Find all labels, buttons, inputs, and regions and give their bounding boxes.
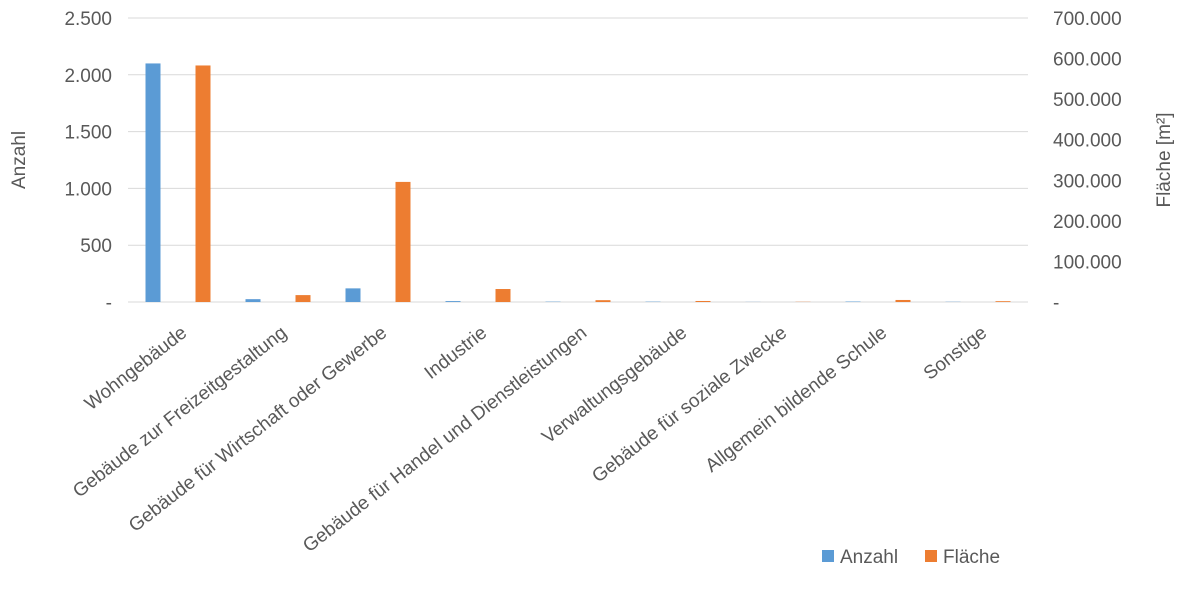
left-tick-label: 500	[80, 236, 112, 257]
legend-swatch-anzahl	[822, 550, 834, 562]
right-tick-label: 400.000	[1053, 131, 1122, 152]
legend-label-anzahl: Anzahl	[840, 547, 898, 568]
right-tick-label: -	[1053, 293, 1059, 314]
bar-anzahl	[445, 301, 461, 302]
bar-fl-che	[395, 181, 411, 302]
left-tick-label: 1.500	[64, 123, 112, 144]
bar-anzahl	[245, 299, 261, 302]
bar-fl-che	[895, 299, 911, 302]
bar-fl-che	[695, 300, 711, 302]
category-label: Sonstige	[920, 322, 991, 384]
right-tick-label: 600.000	[1053, 50, 1122, 71]
left-tick-label: 2.500	[64, 9, 112, 30]
right-tick-label: 300.000	[1053, 171, 1122, 192]
category-label: Industrie	[421, 322, 491, 383]
bar-fl-che	[295, 295, 311, 302]
category-label: Wohngebäude	[81, 322, 191, 414]
right-tick-label: 700.000	[1053, 9, 1122, 30]
left-tick-label: 2.000	[64, 66, 112, 87]
bar-anzahl	[345, 288, 361, 302]
legend-swatch-flaeche	[925, 550, 937, 562]
left-axis-ticks: - 500 1.000 1.500 2.000 2.500	[64, 9, 112, 314]
left-tick-label: -	[106, 293, 112, 314]
legend: Anzahl Fläche	[822, 547, 1000, 568]
category-label: Allgemein bildende Schule	[702, 322, 891, 476]
right-tick-label: 200.000	[1053, 212, 1122, 233]
right-tick-label: 100.000	[1053, 252, 1122, 273]
bars	[145, 63, 1011, 303]
gridlines	[128, 17, 1028, 303]
bar-fl-che	[595, 300, 611, 302]
bar-fl-che	[195, 65, 211, 303]
bar-anzahl	[145, 63, 161, 302]
category-label: Gebäude zur Freizeitgestaltung	[69, 322, 291, 502]
left-tick-label: 1.000	[64, 179, 112, 200]
right-axis-title: Fläche [m²]	[1154, 112, 1175, 207]
bar-fl-che	[495, 289, 511, 302]
right-axis-ticks: - 100.000 200.000 300.000 400.000 500.000 600.…	[1053, 9, 1122, 314]
right-tick-label: 500.000	[1053, 90, 1122, 111]
left-axis-title: Anzahl	[9, 131, 30, 189]
bar-fl-che	[995, 301, 1011, 302]
category-label: Gebäude für soziale Zwecke	[588, 322, 791, 487]
legend-label-flaeche: Fläche	[943, 547, 1000, 568]
